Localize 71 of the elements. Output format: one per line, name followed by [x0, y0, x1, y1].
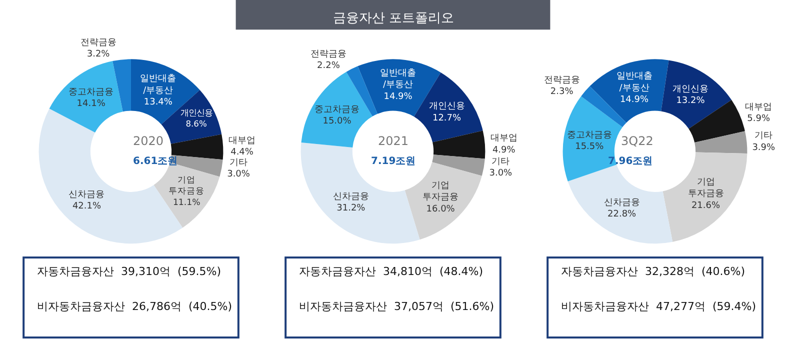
- slice-label: 대부업: [490, 134, 518, 144]
- data-label: 3.9%: [752, 142, 776, 153]
- data-label: 4.9%: [492, 145, 516, 156]
- slice-label: 전략금융: [310, 49, 346, 60]
- data-label: 14.1%: [76, 99, 106, 110]
- slice-label: 신차금융: [68, 190, 105, 200]
- text: 비자동차금융자산 47,277억 (59.4%): [561, 300, 756, 313]
- slice-label: 신차금융: [332, 192, 369, 202]
- donut-slice: [568, 164, 673, 244]
- slice-label: 기타: [492, 156, 510, 167]
- donut-slice: [414, 72, 483, 142]
- data-label: 8.6%: [186, 118, 207, 128]
- slice-label: 기업 투자금융: [422, 181, 459, 203]
- data-label: 22.8%: [608, 210, 637, 220]
- donut-slice: [112, 59, 131, 112]
- slice-label: 개인신용: [180, 108, 212, 118]
- donut-slice: [661, 60, 732, 129]
- slice-label: 개인신용: [672, 84, 708, 94]
- slice-label: 일반대출 /부동산: [380, 68, 416, 90]
- data-label: 15.5%: [575, 142, 604, 152]
- slice-label: 기업 투자금융: [168, 175, 205, 197]
- text: 자동차금융자산 34,810억 (48.4%): [299, 265, 484, 278]
- slice-label: 전략금융: [80, 38, 116, 48]
- slice-label: 신차금융: [604, 198, 640, 208]
- donut-slice: [301, 72, 372, 148]
- slice-label: 중고차금융: [314, 104, 360, 115]
- data-label: 14.9%: [620, 95, 649, 106]
- data-label: 42.1%: [72, 202, 102, 212]
- slice-label: 대부업: [745, 102, 772, 112]
- data-label: 21.6%: [691, 200, 720, 211]
- text: 2021: [378, 134, 409, 148]
- data-label: 14.9%: [384, 92, 413, 102]
- donut-slice: [590, 59, 669, 123]
- donut-slice: [49, 61, 123, 133]
- data-label: 5.9%: [747, 114, 770, 124]
- data-label: 4.4%: [230, 148, 254, 158]
- text: 2020: [133, 134, 164, 148]
- donut-slice: [694, 131, 748, 154]
- slice-label: 기업 투자금융: [688, 177, 724, 200]
- text: 비자동차금융자산 26,786억 (40.5%): [37, 300, 232, 313]
- data-label: 31.2%: [336, 204, 366, 214]
- slice-label: 기타: [754, 131, 773, 142]
- text: 금융자산 포트폴리오: [333, 11, 454, 26]
- slice-label: 중고차금융: [68, 87, 114, 98]
- data-label: 3.2%: [86, 50, 110, 60]
- slice-label: 대부업: [228, 136, 256, 146]
- data-label: 3.0%: [227, 169, 250, 180]
- data-label: 11.1%: [172, 198, 200, 208]
- slice-label: 중고차금융: [566, 130, 612, 140]
- text: 자동차금융자산 32,328억 (40.6%): [561, 265, 746, 278]
- slice-label: 일반대출 /부동산: [616, 72, 652, 94]
- data-label: 15.0%: [322, 116, 352, 127]
- data-label: 2.3%: [550, 87, 574, 98]
- text: 7.19조원: [371, 156, 416, 167]
- text: 자동차금융자산 39,310억 (59.5%): [37, 265, 222, 278]
- donut-slice: [432, 154, 485, 176]
- slice-label: 일반대출 /부동산: [140, 74, 176, 96]
- slice-label: 개인신용: [428, 102, 465, 112]
- donut-slice: [432, 130, 486, 159]
- data-label: 2.2%: [317, 60, 340, 71]
- data-label: 13.4%: [144, 97, 173, 108]
- donut-slice: [662, 152, 748, 242]
- text: 비자동차금융자산 37,057억 (51.6%): [299, 300, 494, 313]
- text: 6.61조원: [133, 156, 178, 167]
- slice-label: 전략금융: [544, 76, 580, 86]
- data-label: 12.7%: [432, 113, 462, 124]
- data-label: 3.0%: [489, 168, 513, 179]
- data-label: 16.0%: [426, 204, 456, 214]
- slice-label: 기타: [230, 158, 248, 168]
- data-label: 13.2%: [676, 96, 706, 106]
- text: 3Q22: [621, 134, 654, 148]
